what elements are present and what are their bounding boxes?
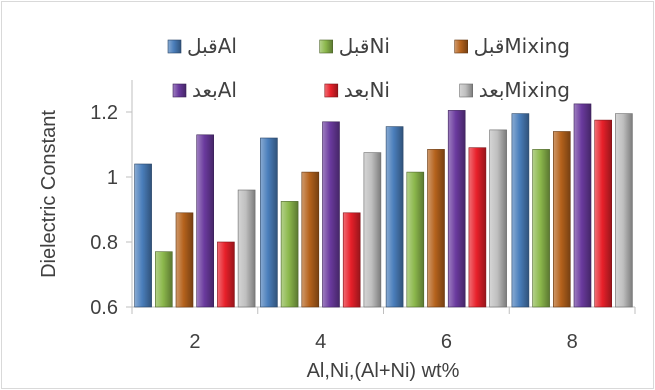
bar-5-4	[342, 212, 361, 308]
bar-2-4	[280, 201, 299, 308]
y-tick-label: 0.8	[90, 232, 118, 254]
x-axis-title: Al,Ni,(Al+Ni) wt%	[307, 360, 460, 382]
axes	[126, 80, 636, 314]
legend-label: بعدMixing	[479, 78, 570, 102]
legend-label: بعدAl	[192, 78, 237, 102]
bars	[134, 103, 633, 308]
bar-5-6	[468, 147, 487, 308]
y-tick-label: 1	[107, 167, 118, 189]
bar-1-2	[134, 163, 152, 308]
legend-label: قبلNi	[339, 34, 390, 58]
bar-6-8	[615, 113, 633, 308]
bar-2-8	[532, 149, 550, 308]
bar-3-8	[552, 131, 571, 308]
bar-3-2	[175, 212, 194, 308]
x-tick-label: 8	[567, 331, 578, 353]
y-tick-labels: 0.6 0.8 1 1.2	[90, 102, 118, 319]
bar-6-4	[363, 152, 382, 308]
bar-4-8	[573, 103, 592, 308]
bar-2-2	[155, 251, 173, 308]
y-tick-label: 0.6	[90, 297, 118, 319]
legend-swatch	[167, 39, 182, 54]
x-tick-label: 2	[189, 331, 200, 353]
legend-swatch	[319, 39, 334, 54]
legend-swatch	[459, 83, 474, 98]
x-tick-label: 4	[315, 331, 326, 353]
bar-3-4	[301, 171, 320, 308]
bar-6-6	[489, 129, 507, 308]
legend-item: قبلMixing	[454, 34, 570, 58]
legend: قبلAl قبلNi قبلMixing بعدAl بعدNi بعدMixing	[167, 34, 570, 102]
legend-label: بعدNi	[344, 78, 390, 102]
bar-4-2	[196, 134, 214, 308]
legend-label: قبلAl	[187, 34, 237, 58]
legend-item: بعدNi	[324, 78, 390, 102]
legend-item: قبلAl	[167, 34, 237, 58]
x-tick-labels: 2 4 6 8	[189, 331, 577, 353]
bar-4-4	[322, 121, 340, 308]
legend-label: قبلMixing	[474, 34, 570, 58]
bar-4-6	[447, 110, 466, 308]
bar-1-6	[385, 126, 404, 308]
bar-2-6	[406, 171, 425, 308]
bar-5-2	[217, 241, 235, 308]
legend-item: بعدAl	[172, 78, 237, 102]
legend-item: قبلNi	[319, 34, 390, 58]
y-axis-title: Dielectric Constant	[38, 110, 60, 278]
bar-3-6	[427, 149, 445, 308]
legend-swatch	[172, 83, 187, 98]
legend-swatch	[454, 39, 469, 54]
bar-5-8	[594, 119, 613, 308]
legend-swatch	[324, 83, 339, 98]
legend-item: بعدMixing	[459, 78, 570, 102]
bar-6-2	[237, 189, 256, 308]
bar-1-8	[511, 113, 530, 308]
x-tick-label: 6	[441, 331, 452, 353]
bar-1-4	[260, 137, 278, 308]
y-tick-label: 1.2	[90, 102, 118, 124]
